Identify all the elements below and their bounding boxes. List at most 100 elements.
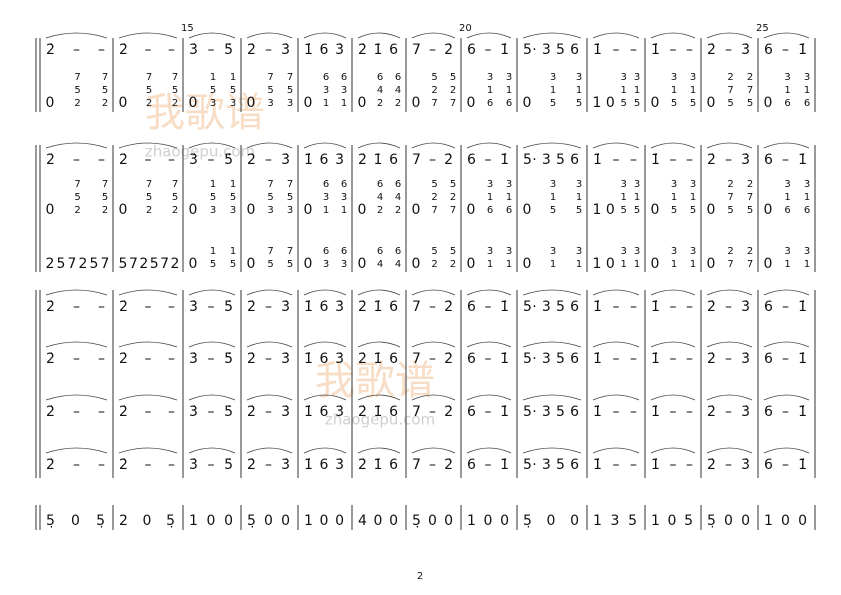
chord-note: 5 bbox=[287, 192, 293, 203]
chord-note: 7 bbox=[160, 256, 169, 272]
slur bbox=[466, 142, 512, 149]
slur bbox=[45, 447, 108, 454]
chord-note: 3 bbox=[671, 246, 677, 257]
chord-note: 1 bbox=[210, 72, 216, 83]
slur bbox=[411, 289, 456, 296]
measure-number: 15 bbox=[181, 23, 194, 34]
slur bbox=[357, 394, 401, 401]
slur bbox=[188, 447, 236, 454]
chord-note: 2 bbox=[79, 256, 88, 272]
chord-note: 5 bbox=[146, 192, 152, 203]
chord-note: 0 bbox=[358, 202, 367, 218]
chord-note: 0 bbox=[358, 256, 367, 272]
chord-note: 6 bbox=[784, 98, 790, 109]
chord-note: 3 bbox=[784, 179, 790, 190]
chord-note: 5 bbox=[634, 98, 640, 109]
chord-note: 7 bbox=[102, 179, 108, 190]
chord-note: 0 bbox=[304, 202, 313, 218]
chord-note: 3 bbox=[634, 246, 640, 257]
note-group: 3̇ – 5̇ bbox=[189, 457, 233, 473]
note-group: 2̇ – 3̇ bbox=[247, 299, 290, 315]
chord-note: 0 bbox=[46, 202, 55, 218]
chord-note: 6 bbox=[506, 205, 512, 216]
chord-note: 6 bbox=[804, 98, 810, 109]
chord-note: 0 bbox=[651, 95, 660, 111]
chord-note: 5 bbox=[620, 205, 626, 216]
note-group: 1̇ 6 3̇ bbox=[304, 404, 344, 420]
chord-note: 5 bbox=[267, 259, 273, 270]
note-group: 5· 3 5 6 bbox=[523, 404, 579, 420]
note-group: 2̇ – 3̇ bbox=[247, 42, 290, 58]
note-group: 7 – 2̇ bbox=[412, 457, 453, 473]
chord-note: 5 bbox=[690, 98, 696, 109]
chord-note: 3 bbox=[341, 85, 347, 96]
note-group: 6 – 1̇ bbox=[467, 42, 509, 58]
chord-note: 3 bbox=[323, 259, 329, 270]
chord-note: 1 bbox=[593, 202, 602, 218]
chord-note: 6 bbox=[341, 72, 347, 83]
note-group: 6 – 1̇ bbox=[764, 299, 807, 315]
note-group: 2̇ – 3̇ bbox=[707, 42, 750, 58]
slur bbox=[650, 289, 696, 296]
chord-note: 7 bbox=[747, 259, 753, 270]
slur bbox=[188, 394, 236, 401]
note-group: 6 – 1̇ bbox=[467, 152, 509, 168]
note-group: 2̇ – 3̇ bbox=[707, 404, 750, 420]
chord-note: 5 bbox=[230, 192, 236, 203]
chord-note: 2 bbox=[146, 205, 152, 216]
chord-note: 1 bbox=[506, 259, 512, 270]
chord-note: 6 bbox=[506, 98, 512, 109]
slur bbox=[522, 142, 582, 149]
note-group: 1 0 0 bbox=[764, 513, 807, 529]
slur bbox=[706, 447, 753, 454]
slur bbox=[411, 32, 456, 39]
slur bbox=[763, 289, 810, 296]
chord-note: 0 bbox=[467, 256, 476, 272]
chord-note: 0 bbox=[523, 202, 532, 218]
chord-note: 5 bbox=[450, 179, 456, 190]
chord-note: 5 bbox=[287, 259, 293, 270]
chord-note: 1 bbox=[550, 85, 556, 96]
chord-note: 6 bbox=[784, 205, 790, 216]
slur bbox=[246, 32, 293, 39]
chord-note: 3 bbox=[620, 179, 626, 190]
note-group: 5· 3 5 6 bbox=[523, 152, 579, 168]
chord-note: 7 bbox=[102, 72, 108, 83]
note-group: 6 – 1̇ bbox=[764, 404, 807, 420]
chord-note: 0 bbox=[606, 202, 615, 218]
slur bbox=[522, 289, 582, 296]
note-group: 3̇ – 5̇ bbox=[189, 299, 233, 315]
chord-note: 2 bbox=[431, 85, 437, 96]
chord-note: 0 bbox=[119, 95, 128, 111]
chord-note: 3 bbox=[671, 179, 677, 190]
note-group: 2̇ – 3̇ bbox=[247, 404, 290, 420]
slur bbox=[411, 341, 456, 348]
chord-note: 3 bbox=[620, 246, 626, 257]
note-group: 1̇ – – bbox=[651, 457, 693, 473]
chord-note: 3 bbox=[267, 98, 273, 109]
slur bbox=[118, 142, 178, 149]
chord-note: 1 bbox=[341, 98, 347, 109]
chord-note: 1 bbox=[620, 85, 626, 96]
chord-note: 6 bbox=[341, 179, 347, 190]
chord-note: 3 bbox=[341, 192, 347, 203]
note-group: 5· 3 5 6 bbox=[523, 299, 579, 315]
note-group: 2̇ – – bbox=[46, 299, 105, 315]
slur bbox=[466, 394, 512, 401]
slur bbox=[763, 447, 810, 454]
slur bbox=[650, 394, 696, 401]
note-group: 5̣ 0 0 bbox=[247, 513, 290, 529]
chord-note: 1 bbox=[784, 85, 790, 96]
chord-note: 7 bbox=[101, 256, 110, 272]
chord-note: 1 bbox=[804, 259, 810, 270]
slur bbox=[592, 447, 640, 454]
note-group: 6 – 1̇ bbox=[764, 351, 807, 367]
chord-note: 3 bbox=[550, 179, 556, 190]
note-group: 1̇ – – bbox=[593, 457, 637, 473]
chord-note: 7 bbox=[68, 256, 77, 272]
chord-note: 1 bbox=[634, 85, 640, 96]
note-group: 5̣ 0 5̣ bbox=[46, 513, 105, 529]
measure-number: 25 bbox=[756, 23, 769, 34]
note-group: 3̇ – 5̇ bbox=[189, 404, 233, 420]
chord-note: 0 bbox=[651, 202, 660, 218]
